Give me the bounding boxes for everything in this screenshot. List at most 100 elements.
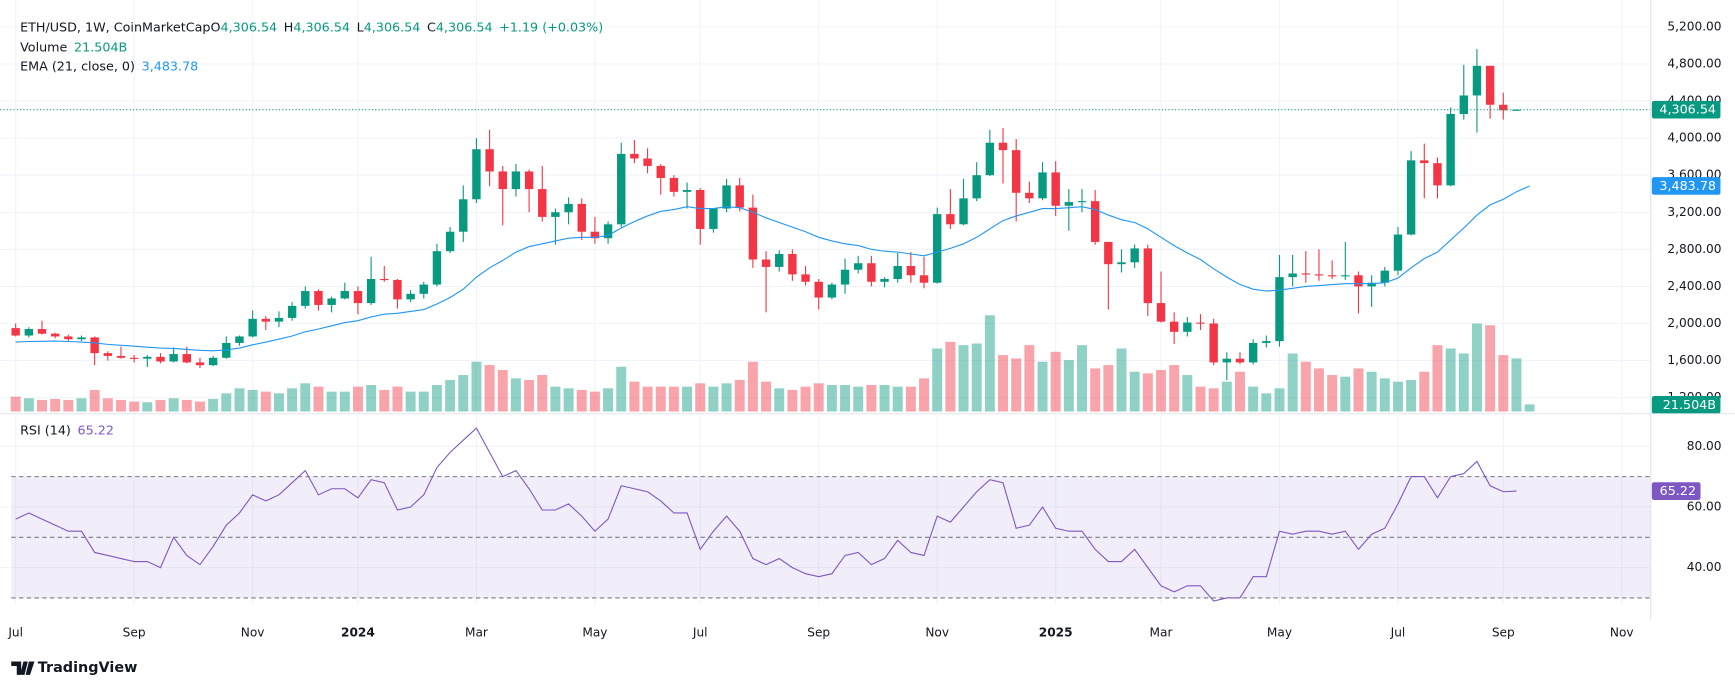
y-tick-label: 5,200.00 <box>1667 19 1721 33</box>
candle-body <box>1011 150 1021 193</box>
candle-body <box>1262 341 1271 343</box>
ohlc-value: 4,306.54 <box>221 19 278 34</box>
candle-body <box>1459 95 1468 115</box>
volume-bar <box>721 383 732 412</box>
volume-bar <box>1103 365 1114 412</box>
candle-body <box>603 224 613 239</box>
candle-body <box>1380 270 1390 283</box>
candle-body <box>748 207 758 260</box>
logo-icon <box>11 661 35 675</box>
candle-body <box>932 214 942 283</box>
volume-bar <box>221 393 232 412</box>
candle-body <box>551 212 560 217</box>
volume-bar <box>708 386 719 412</box>
volume-bar <box>1063 360 1074 412</box>
candle-body <box>1433 163 1442 186</box>
candle-body <box>116 355 126 358</box>
volume-bar <box>116 399 126 412</box>
volume-bar <box>181 399 192 412</box>
candle-body <box>419 284 428 294</box>
candle-body <box>538 189 547 217</box>
x-tick-label: Mar <box>465 625 488 639</box>
candle-body <box>761 259 771 267</box>
candle-body <box>1367 282 1376 287</box>
volume-bar <box>642 386 653 412</box>
x-tick-label: Nov <box>925 625 949 639</box>
y-tick-label: 4,000.00 <box>1667 131 1721 145</box>
candle-body <box>814 281 823 298</box>
candle-body <box>380 278 389 281</box>
candle-body <box>472 149 481 200</box>
candle-body <box>301 291 310 306</box>
x-tick-label: Jul <box>692 625 708 639</box>
volume-bar <box>774 388 785 412</box>
volume-bar <box>840 384 851 412</box>
volume-bar <box>682 386 693 412</box>
brand-logo[interactable]: TradingView <box>11 660 137 676</box>
candle-body <box>77 337 86 340</box>
candle-body <box>998 142 1008 151</box>
legend-rsi: RSI (14) 65.22 <box>20 422 114 437</box>
candle-body <box>445 231 455 252</box>
volume-bar <box>1392 381 1403 412</box>
volume-bar <box>129 401 140 412</box>
candle-body <box>656 165 665 178</box>
rsi-name: RSI (14) <box>20 422 71 437</box>
candle-body <box>103 353 113 356</box>
rsi-line <box>15 427 1517 602</box>
volume-bar <box>932 348 943 412</box>
volume-bar <box>1129 371 1140 412</box>
volume-bar <box>813 383 824 412</box>
volume-bar <box>445 380 456 412</box>
volume-bar <box>971 343 982 412</box>
candle-body <box>840 269 850 285</box>
volume-bar <box>1327 375 1338 412</box>
volume-bar <box>866 384 877 412</box>
y-tick-label: 2,000.00 <box>1667 316 1721 330</box>
volume-bar <box>1274 388 1285 412</box>
candle-body <box>287 305 297 318</box>
volume-bar <box>379 389 390 412</box>
candle-body <box>11 328 20 336</box>
axis-badge-label: 3,483.78 <box>1659 178 1716 193</box>
candle-body <box>366 278 376 304</box>
volume-bar <box>958 345 969 412</box>
x-tick-label: Nov <box>1610 625 1634 639</box>
candle-body <box>1301 273 1311 275</box>
candle-body <box>669 177 679 192</box>
volume-bar <box>1221 381 1232 412</box>
candle-body <box>129 357 139 359</box>
candle-body <box>972 175 981 199</box>
x-tick-label: 2025 <box>1039 625 1073 639</box>
candle-body <box>906 266 916 276</box>
volume-bar <box>300 383 311 412</box>
axis-badge <box>1651 482 1701 500</box>
candle-body <box>590 231 600 239</box>
brand: TradingView <box>38 660 138 676</box>
legend-volume: Volume 21.504B <box>20 39 127 54</box>
volume-bar <box>50 398 61 412</box>
volume-bar <box>1340 376 1351 412</box>
rsi-band <box>11 476 1651 598</box>
candle-body <box>682 190 692 192</box>
candle-body <box>169 354 178 362</box>
volume-bar <box>1287 353 1298 412</box>
volume-bar <box>945 341 956 412</box>
ohlc-value: 4,306.54 <box>293 19 350 34</box>
volume-bar <box>668 386 679 412</box>
candle-body <box>432 251 442 285</box>
volume-bar <box>787 389 798 412</box>
candle-body <box>1051 172 1060 206</box>
volume-bar <box>510 378 521 412</box>
volume-bar <box>405 391 416 412</box>
candle-body <box>459 199 468 232</box>
candle-body <box>775 253 784 267</box>
volume-bar <box>23 398 34 412</box>
candle-body <box>1143 248 1153 304</box>
candle-body <box>919 275 929 283</box>
volume-bar <box>826 384 837 412</box>
axis: Jul Sep Nov 2024 Mar May Jul Sep Nov 2025 Mar May Ju… <box>0 0 1735 639</box>
candle-body <box>143 356 152 359</box>
ohlc-value: 4,306.54 <box>364 19 421 34</box>
volume-bar <box>273 393 284 412</box>
